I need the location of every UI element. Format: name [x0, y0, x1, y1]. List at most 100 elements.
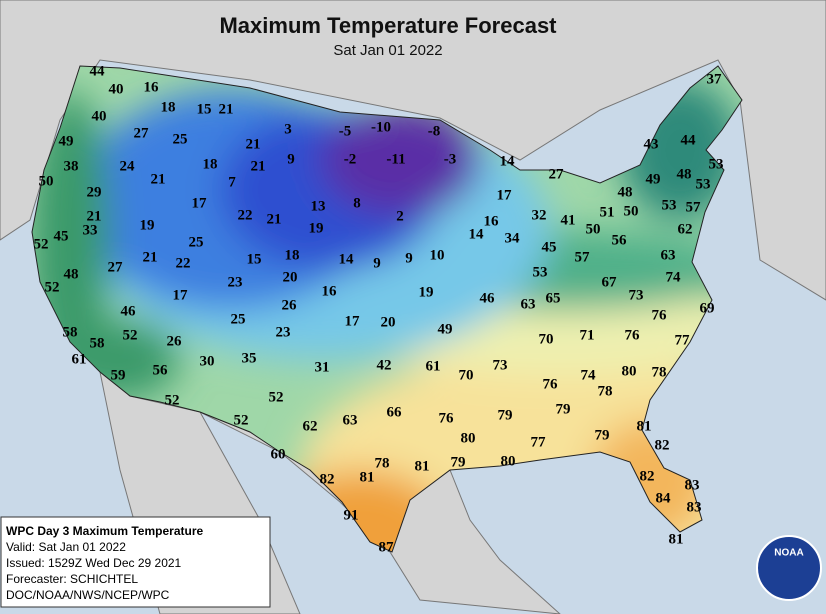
logo-text: NOAA	[774, 548, 803, 559]
temperature-label: 66	[387, 404, 403, 420]
temperature-label: 48	[618, 184, 633, 200]
temperature-label: 34	[505, 230, 521, 246]
temperature-label: 48	[64, 266, 79, 282]
temperature-label: 76	[652, 307, 668, 323]
temperature-label: 76	[625, 327, 641, 343]
noaa-logo	[756, 535, 822, 601]
temperature-label: 69	[700, 300, 715, 316]
temperature-label: 84	[656, 490, 672, 506]
info-line: WPC Day 3 Maximum Temperature	[6, 524, 203, 538]
temperature-label: 27	[134, 125, 150, 141]
temperature-label: 71	[580, 327, 595, 343]
info-line: Issued: 1529Z Wed Dec 29 2021	[6, 556, 182, 570]
temperature-label: 9	[405, 250, 413, 266]
temperature-label: 70	[459, 367, 474, 383]
temperature-label: 27	[549, 166, 565, 182]
temperature-label: 19	[419, 284, 434, 300]
temperature-label: 81	[637, 418, 652, 434]
temperature-label: 27	[108, 259, 124, 275]
temperature-label: 45	[542, 239, 557, 255]
temperature-label: 21	[151, 171, 166, 187]
temperature-label: 43	[644, 136, 659, 152]
temperature-label: 15	[197, 101, 212, 117]
temperature-label: 8	[353, 195, 361, 211]
temperature-label: 21	[87, 208, 102, 224]
temperature-label: 76	[439, 410, 455, 426]
temperature-label: 18	[285, 247, 300, 263]
temperature-label: 60	[271, 446, 286, 462]
temperature-label: 80	[461, 430, 476, 446]
temperature-label: 53	[709, 156, 724, 172]
temperature-label: 17	[497, 187, 513, 203]
temperature-label: 26	[167, 333, 183, 349]
temperature-label: 83	[687, 499, 702, 515]
temperature-label: 37	[707, 71, 723, 87]
temperature-label: 2	[396, 208, 404, 224]
temperature-label: 79	[451, 454, 466, 470]
temperature-label: 81	[360, 469, 375, 485]
temperature-label: 20	[283, 269, 298, 285]
temperature-label: 38	[64, 158, 79, 174]
temperature-label: 16	[144, 79, 160, 95]
temperature-label: 17	[173, 287, 189, 303]
temperature-label: 7	[228, 174, 236, 190]
temperature-label: -10	[371, 119, 391, 135]
temperature-label: 3	[284, 121, 292, 137]
temperature-label: 82	[655, 437, 670, 453]
temperature-label: 56	[153, 362, 169, 378]
temperature-label: 79	[498, 407, 513, 423]
temperature-label: 82	[640, 468, 655, 484]
temperature-label: 31	[315, 359, 330, 375]
temperature-label: 52	[234, 412, 249, 428]
temperature-label: 53	[696, 176, 711, 192]
temperature-label: 79	[595, 427, 610, 443]
info-line: DOC/NOAA/NWS/NCEP/WPC	[6, 588, 170, 602]
canada	[0, 0, 826, 301]
temperature-label: 23	[276, 324, 291, 340]
temperature-label: 61	[72, 351, 87, 367]
temperature-label: 59	[111, 367, 126, 383]
temperature-label: 77	[675, 332, 691, 348]
temperature-label: 50	[624, 203, 639, 219]
temperature-label: 63	[661, 247, 676, 263]
temperature-label: 80	[501, 453, 516, 469]
temperature-label: 25	[189, 234, 204, 250]
temperature-label: 65	[546, 290, 561, 306]
temperature-label: 24	[120, 158, 136, 174]
temperature-label: 25	[231, 311, 246, 327]
temperature-label: 52	[269, 389, 284, 405]
temperature-label: 19	[140, 217, 155, 233]
temperature-label: 52	[165, 392, 180, 408]
temperature-label: 63	[521, 296, 536, 312]
temperature-label: 35	[242, 350, 257, 366]
temperature-label: 33	[83, 222, 98, 238]
temperature-label: -11	[386, 151, 405, 167]
info-line: Valid: Sat Jan 01 2022	[6, 540, 126, 554]
temperature-label: -5	[339, 123, 352, 139]
info-lines: WPC Day 3 Maximum Temperature Valid: Sat …	[6, 524, 203, 602]
temperature-label: 74	[581, 367, 597, 383]
temperature-label: 21	[143, 249, 158, 265]
temperature-label: 50	[39, 173, 54, 189]
temperature-label: 10	[430, 247, 445, 263]
temperature-label: 62	[678, 221, 693, 237]
temperature-label: 73	[493, 357, 508, 373]
temperature-label: 16	[484, 213, 500, 229]
temperature-label: 80	[622, 363, 637, 379]
temperature-label: 53	[662, 197, 677, 213]
temperature-label: 82	[320, 471, 335, 487]
temperature-label: 17	[345, 313, 361, 329]
temperature-label: 57	[686, 199, 702, 215]
temperature-label: 49	[646, 171, 661, 187]
temperature-label: 22	[238, 207, 253, 223]
temperature-label: 87	[379, 539, 395, 555]
temperature-label: 20	[381, 314, 396, 330]
temperature-label: 40	[109, 81, 124, 97]
temperature-label: 32	[532, 207, 547, 223]
temperature-label: 18	[203, 156, 218, 172]
us-outline	[31, 65, 743, 553]
temperature-label: 26	[282, 297, 298, 313]
temperature-label: 83	[685, 477, 700, 493]
temperature-label: 40	[92, 108, 107, 124]
